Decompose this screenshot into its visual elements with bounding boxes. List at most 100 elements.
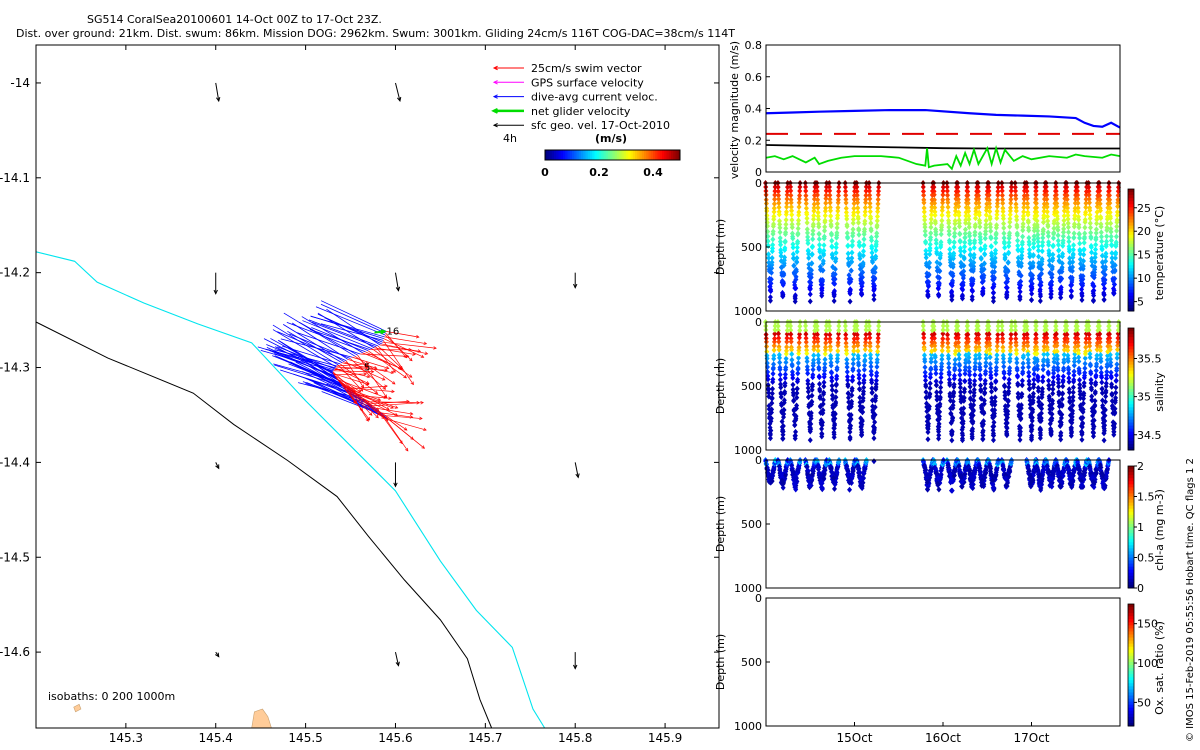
profile-point (866, 184, 872, 191)
profile-point (831, 280, 837, 287)
profile-point (1087, 207, 1093, 214)
depth-colorbar-tick-label: 20 (1137, 225, 1151, 238)
depth-colorbar-cell (1128, 557, 1134, 562)
profile-point (1055, 241, 1061, 248)
depth-colorbar-cell (1128, 545, 1134, 549)
profile-point (1028, 270, 1034, 277)
map-colorbar-cell (666, 150, 670, 160)
profile-point (805, 370, 811, 377)
depth-colorbar-cell (1128, 542, 1134, 546)
geo-vector-1 (394, 82, 402, 103)
profile-point (947, 246, 953, 253)
profile-point (875, 191, 881, 198)
profile-point (847, 288, 853, 295)
profile-point (1040, 234, 1046, 241)
map-colorbar-cell (605, 150, 609, 160)
profile-point (989, 252, 995, 259)
depth-colorbar-cell (1128, 246, 1134, 251)
profile-point (1086, 184, 1092, 191)
depth-colorbar-cell (1128, 437, 1134, 442)
profile-point (850, 220, 856, 227)
depth-colorbar-tick-label: 34.5 (1137, 429, 1162, 442)
profile-point (952, 225, 958, 232)
geo-vector-5-head (215, 464, 220, 470)
profile-point (806, 255, 812, 262)
profile-point (1107, 200, 1113, 207)
profile-point (1114, 227, 1120, 234)
swim-vector-head-65 (405, 447, 409, 452)
profile-point (1068, 282, 1074, 289)
profile-point (969, 287, 975, 294)
profile-point (835, 207, 841, 214)
depth-colorbar-cell (1128, 250, 1134, 254)
depth-colorbar-cell (1128, 367, 1134, 372)
depth-ytick-label: 0 (755, 177, 762, 190)
map-colorbar-tick: 0.4 (643, 166, 663, 179)
profile-point (827, 343, 833, 350)
depth-colorbar-cell (1128, 434, 1134, 439)
map-colorbar-cell (603, 150, 607, 160)
profile-point (1078, 265, 1084, 272)
profile-point (803, 183, 809, 190)
profile-point (833, 399, 839, 406)
profile-point (1109, 259, 1115, 266)
profile-point (1034, 217, 1040, 224)
depth-colorbar-cell (1128, 274, 1134, 278)
profile-point (816, 231, 822, 238)
profile-point (818, 417, 824, 424)
profile-point (1047, 280, 1053, 287)
profile-point (792, 421, 798, 428)
profile-point (851, 205, 857, 212)
swim-vector-head-44 (368, 412, 373, 416)
dac-vector-1 (320, 303, 386, 334)
profile-point (767, 283, 773, 290)
map-colorbar-cell (558, 150, 562, 160)
profile-point (931, 191, 937, 198)
profile-point (873, 238, 879, 245)
map-colorbar-cell (578, 150, 582, 160)
profile-point (933, 245, 939, 252)
profile-point (868, 215, 874, 222)
profile-point (790, 241, 796, 248)
profile-point (951, 239, 957, 246)
depth-colorbar-cell (1128, 422, 1134, 427)
profile-point (851, 335, 857, 342)
swim-vector-53 (355, 392, 398, 409)
profile-point (829, 392, 835, 399)
profile-point (1014, 213, 1020, 220)
profile-point (790, 381, 796, 388)
profile-point (819, 425, 825, 432)
profile-point (986, 187, 992, 194)
profile-point (821, 379, 827, 386)
profile-point (1068, 287, 1074, 294)
profile-point (1055, 220, 1061, 227)
profile-point (967, 233, 973, 240)
map-colorbar-cell (545, 150, 548, 160)
swim-vector-37 (334, 373, 367, 376)
profile-point (1034, 204, 1040, 211)
map-colorbar-cell (650, 150, 654, 160)
depth-colorbar-cell (1128, 511, 1134, 516)
velocity-ytick-label: 0.4 (745, 103, 763, 116)
depth-colorbar-cell (1128, 502, 1134, 507)
profile-point (949, 296, 955, 303)
dac-vector-37 (281, 341, 335, 376)
profile-point (1056, 247, 1062, 254)
profile-point (863, 187, 869, 194)
profile-point (1016, 271, 1022, 278)
profile-point (994, 215, 1000, 222)
profile-point (782, 388, 788, 395)
profile-point (1020, 233, 1026, 240)
profile-point (803, 339, 809, 346)
profile-point (807, 437, 813, 444)
profile-point (829, 377, 835, 384)
profile-point (788, 327, 794, 334)
swim-vector-head-25 (390, 370, 395, 375)
depth-colorbar-cell (1128, 508, 1134, 513)
swim-vector-54 (357, 394, 394, 409)
profile-point (1003, 279, 1009, 286)
profile-point (844, 230, 850, 237)
profile-point (803, 200, 809, 207)
profile-point (858, 271, 864, 278)
geo-vector-0 (215, 82, 221, 103)
